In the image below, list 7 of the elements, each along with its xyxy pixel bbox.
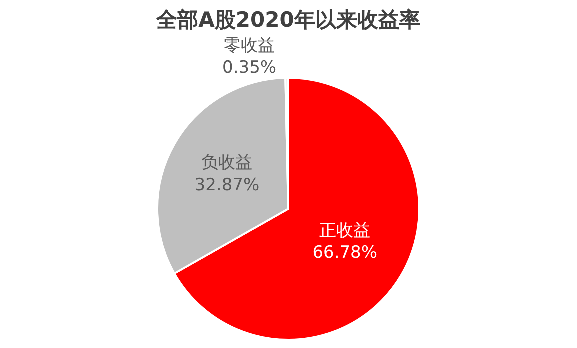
chart-title: 全部A股2020年以来收益率 [156,8,420,32]
slice-label: 正收益 [320,220,371,241]
data-label: 0.35% [222,58,277,78]
slice-label: 负收益 [202,153,253,174]
data-label: 32.87% [194,175,260,196]
slice-label: 零收益 [224,36,276,56]
data-label: 66.78% [312,243,378,263]
